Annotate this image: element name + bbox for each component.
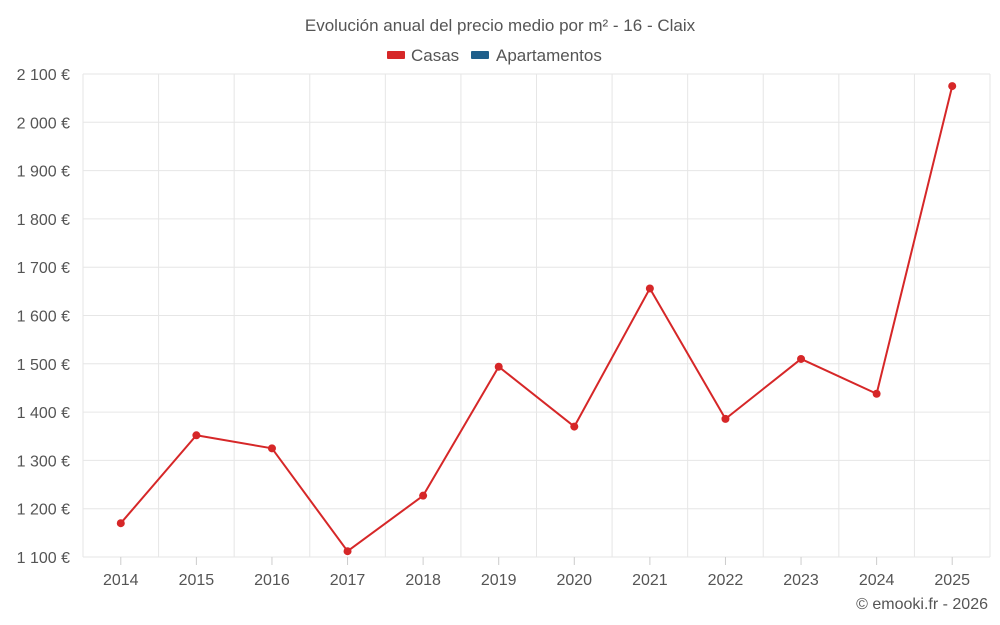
data-point-casas[interactable] [797, 354, 806, 363]
x-tick-label: 2014 [103, 572, 139, 589]
y-tick-label: 1 900 € [17, 164, 70, 181]
x-tick-label: 2015 [179, 572, 215, 589]
data-point-casas[interactable] [645, 284, 654, 293]
legend: Casas Apartamentos [387, 46, 602, 65]
x-tick-label: 2019 [481, 572, 517, 589]
credit-text: © emooki.fr - 2026 [856, 596, 988, 613]
legend-label-apartamentos[interactable]: Apartamentos [496, 46, 602, 65]
y-tick-label: 1 100 € [17, 550, 70, 567]
grid [82, 73, 991, 558]
x-tick-label: 2025 [934, 572, 970, 589]
x-axis-ticks: 2014 2015 2016 2017 2018 2019 2020 2021 2022 2023… [103, 557, 970, 589]
x-tick-label: 2022 [708, 572, 744, 589]
y-tick-label: 1 800 € [17, 212, 70, 229]
legend-label-casas[interactable]: Casas [411, 46, 459, 65]
y-tick-label: 1 400 € [17, 405, 70, 422]
y-tick-label: 1 600 € [17, 309, 70, 326]
data-point-casas[interactable] [343, 547, 352, 556]
y-axis-ticks: 1 100 € 1 200 € 1 300 € 1 400 € 1 500 € 1 600… [17, 67, 70, 567]
y-tick-label: 1 300 € [17, 453, 70, 470]
x-tick-label: 2018 [405, 572, 441, 589]
y-tick-label: 1 700 € [17, 260, 70, 277]
data-point-casas[interactable] [267, 444, 276, 453]
data-point-casas[interactable] [494, 362, 503, 371]
legend-swatch-casas[interactable] [387, 51, 405, 59]
legend-swatch-apartamentos[interactable] [471, 51, 489, 59]
series-line-casas [120, 85, 954, 553]
x-tick-label: 2020 [556, 572, 592, 589]
x-tick-label: 2016 [254, 572, 290, 589]
data-point-casas[interactable] [419, 491, 428, 500]
data-point-casas[interactable] [192, 431, 201, 440]
x-tick-label: 2017 [330, 572, 366, 589]
data-point-casas[interactable] [948, 82, 957, 91]
y-tick-label: 2 000 € [17, 115, 70, 132]
x-tick-label: 2023 [783, 572, 819, 589]
data-point-casas[interactable] [872, 389, 881, 398]
data-point-casas[interactable] [721, 414, 730, 423]
data-point-casas[interactable] [116, 519, 125, 528]
x-tick-label: 2024 [859, 572, 895, 589]
y-tick-label: 1 200 € [17, 502, 70, 519]
y-tick-label: 2 100 € [17, 67, 70, 84]
y-tick-label: 1 500 € [17, 357, 70, 374]
chart-title: Evolución anual del precio medio por m² … [305, 16, 696, 35]
series-casas [116, 82, 957, 556]
data-point-casas[interactable] [570, 422, 579, 431]
x-tick-label: 2021 [632, 572, 668, 589]
